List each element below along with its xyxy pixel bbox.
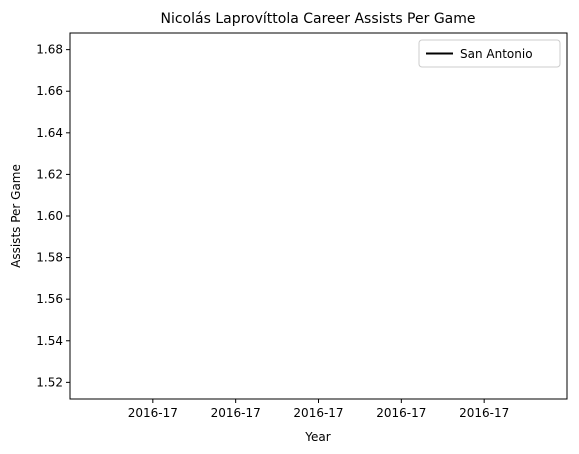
x-axis-ticks: 2016-17 2016-17 2016-17 2016-17 2016-17 (128, 399, 509, 420)
chart-title: Nicolás Laprovíttola Career Assists Per … (160, 11, 475, 27)
x-tick-label: 2016-17 (293, 406, 343, 420)
legend-frame (418, 39, 561, 68)
y-tick-label: 1.62 (36, 167, 63, 181)
plot-area-frame (69, 32, 568, 400)
y-tick-label: 1.66 (36, 84, 63, 98)
y-tick-label: 1.64 (36, 126, 63, 140)
x-tick-label: 2016-17 (376, 406, 426, 420)
x-tick-label: 2016-17 (459, 406, 509, 420)
y-tick-label: 1.58 (36, 251, 63, 265)
y-tick-label: 1.68 (36, 43, 63, 57)
y-axis-ticks: 1.52 1.54 1.56 1.58 1.60 1.62 1.64 1.66 1.68 (36, 43, 70, 389)
x-tick-label: 2016-17 (211, 406, 261, 420)
legend-entry-label: San Antonio (460, 47, 533, 61)
y-tick-label: 1.54 (36, 334, 63, 348)
legend: San Antonio (418, 39, 561, 68)
y-axis-label: Assists Per Game (9, 164, 23, 268)
x-tick-label: 2016-17 (128, 406, 178, 420)
y-tick-label: 1.52 (36, 375, 63, 389)
y-tick-label: 1.56 (36, 292, 63, 306)
y-tick-label: 1.60 (36, 209, 63, 223)
x-axis-label: Year (304, 430, 330, 444)
